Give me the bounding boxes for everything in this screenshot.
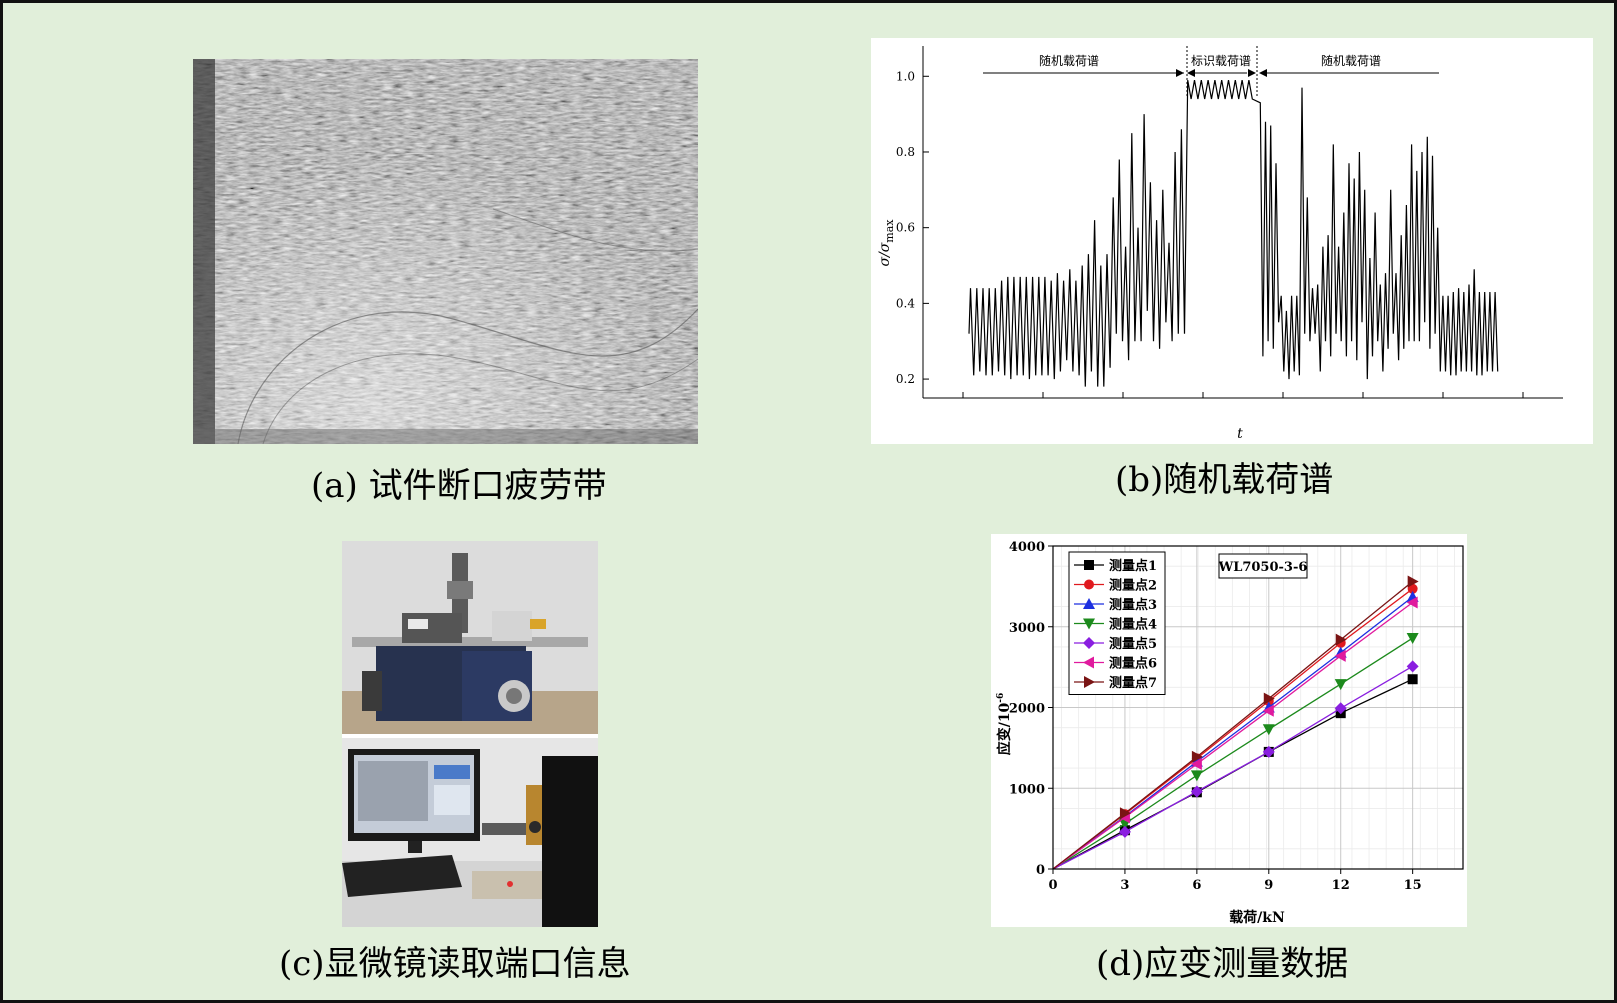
series-line-7 — [1052, 580, 1414, 870]
annotation-label: 标识载荷谱 — [1191, 54, 1251, 68]
caption-d: (d)应变测量数据 — [1096, 944, 1349, 984]
load-spectrum-chart: 0.2 0.4 0.6 0.8 1.0 随机载荷谱 标识载荷谱 随机载荷谱 t σ/σmax — [871, 38, 1593, 444]
series-point-1 — [1407, 674, 1418, 685]
series-line-4 — [1052, 637, 1413, 870]
load-spectrum-annotations: 随机载荷谱 标识载荷谱 随机载荷谱 — [983, 46, 1439, 98]
load-spectrum-line — [968, 79, 1499, 387]
strain-chart-y-tick-label: 3000 — [1009, 621, 1045, 636]
series-point-4 — [1190, 770, 1203, 782]
fracture-surface-photo — [193, 59, 698, 444]
strain-chart-x-tick-label: 6 — [1192, 878, 1201, 893]
strain-chart-xlabel: 载荷/kN — [1229, 909, 1285, 926]
series-point-7 — [1119, 807, 1131, 820]
annotation-label: 随机载荷谱 — [1039, 53, 1099, 68]
series-point-4 — [1334, 679, 1347, 691]
legend-label: 测量点5 — [1109, 636, 1157, 652]
computer-workstation-image — [342, 749, 598, 927]
annotation-arrowhead — [1187, 69, 1195, 77]
strain-chart-x-tick-label: 0 — [1048, 878, 1057, 893]
legend-marker — [1083, 598, 1095, 609]
legend-label: 测量点7 — [1109, 675, 1157, 691]
strain-chart-axes: 0 3 6 9 12 15 0 1000 2000 3000 4000 — [1009, 540, 1464, 893]
load-spectrum-y-tick-label: 0.6 — [896, 221, 915, 235]
load-spectrum-xlabel: t — [1237, 426, 1243, 442]
load-spectrum-y-tick-label: 0.8 — [896, 145, 915, 159]
strain-chart-y-tick-label: 2000 — [1009, 702, 1045, 717]
strain-chart-y-tick-label: 1000 — [1009, 782, 1045, 797]
series-point-5 — [1262, 745, 1275, 758]
legend-label: 测量点2 — [1109, 578, 1157, 594]
caption-a: (a) 试件断口疲劳带 — [311, 466, 607, 506]
legend-marker — [1084, 676, 1095, 688]
annotation-arrowhead — [1259, 69, 1267, 77]
legend-marker — [1083, 618, 1095, 630]
caption-c: (c)显微镜读取端口信息 — [279, 944, 631, 984]
legend-marker — [1084, 560, 1094, 570]
series-point-6 — [1262, 704, 1274, 717]
series-point-7 — [1263, 692, 1275, 705]
strain-chart-x-tick-label: 12 — [1332, 878, 1350, 893]
strain-chart-legend: 测量点1 测量点2 测量点3 测量点4 测量点5 测量点6 测量点7 — [1068, 551, 1166, 695]
legend-label: 测量点6 — [1109, 656, 1157, 672]
series-line-6 — [1052, 601, 1413, 870]
load-spectrum-axes: 0.2 0.4 0.6 0.8 1.0 — [896, 46, 1563, 399]
series-point-5 — [1118, 825, 1131, 838]
series-point-5 — [1190, 785, 1203, 798]
strain-chart-x-tick-label: 15 — [1404, 878, 1422, 893]
series-point-7 — [1335, 633, 1347, 646]
series-point-2 — [1407, 583, 1418, 594]
microscope-device-image — [352, 553, 588, 721]
legend-label: 测量点1 — [1109, 558, 1157, 574]
strain-chart-series — [1052, 575, 1419, 870]
legend-marker — [1083, 637, 1095, 649]
load-spectrum-y-tick-label: 0.2 — [896, 372, 915, 386]
series-point-6 — [1190, 758, 1202, 771]
series-line-5 — [1052, 665, 1413, 870]
series-point-5 — [1406, 660, 1419, 673]
series-point-6 — [1406, 596, 1418, 609]
series-point-7 — [1191, 750, 1203, 763]
annotation-arrowhead — [1248, 69, 1256, 77]
series-point-7 — [1407, 575, 1419, 588]
legend-label: 测量点4 — [1109, 617, 1157, 633]
strain-chart-x-tick-label: 3 — [1120, 878, 1129, 893]
series-point-4 — [1406, 633, 1419, 645]
series-point-5 — [1334, 702, 1347, 715]
load-spectrum-y-tick-label: 1.0 — [896, 69, 915, 83]
load-spectrum-ylabel: σ/σmax — [877, 219, 896, 267]
strain-chart-y-tick-label: 4000 — [1009, 540, 1045, 555]
series-point-4 — [1262, 724, 1275, 736]
legend-marker — [1083, 656, 1094, 669]
series-point-6 — [1334, 649, 1346, 662]
strain-chart-title: WL7050-3-6 — [1218, 560, 1308, 575]
strain-chart-ylabel: 应变/10-6 — [996, 693, 1013, 756]
legend-marker — [1084, 579, 1094, 590]
load-spectrum-y-tick-label: 0.4 — [896, 296, 915, 310]
caption-b: (b)随机载荷谱 — [1115, 460, 1334, 500]
annotation-label: 随机载荷谱 — [1321, 53, 1381, 68]
annotation-arrowhead — [1176, 69, 1184, 77]
strain-chart-x-tick-label: 9 — [1264, 878, 1273, 893]
strain-chart-title-box — [1218, 553, 1308, 579]
microscope-photo — [342, 541, 598, 927]
strain-chart-y-tick-label: 0 — [1036, 863, 1045, 878]
load-spectrum-series-line — [968, 79, 1499, 387]
legend-label: 测量点3 — [1109, 597, 1157, 613]
